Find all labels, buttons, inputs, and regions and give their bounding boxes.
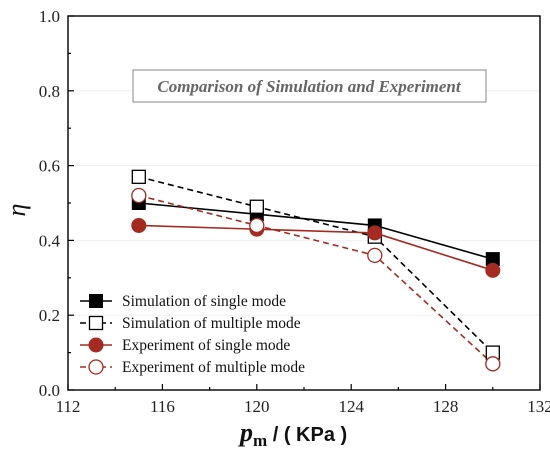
x-tick-label: 116 <box>150 397 175 416</box>
data-point-series-3 <box>131 217 147 233</box>
data-point-series-2 <box>249 199 264 214</box>
y-tick-label: 0.4 <box>39 231 61 250</box>
series-line-3 <box>138 224 494 272</box>
series-line-1 <box>138 202 494 260</box>
y-tick-label: 0.6 <box>39 157 60 176</box>
x-tick-label: 132 <box>527 397 550 416</box>
chart-title: Comparison of Simulation and Experiment <box>157 77 462 96</box>
legend-marker <box>88 359 104 375</box>
series-line-2 <box>138 176 494 354</box>
series-line-4 <box>138 194 494 365</box>
y-tick-label: 1.0 <box>39 7 60 26</box>
legend-label: Experiment of single mode <box>122 337 290 354</box>
x-tick-label: 112 <box>56 397 81 416</box>
legend-label: Simulation of single mode <box>122 293 286 310</box>
data-point-series-3 <box>485 262 501 278</box>
x-axis-label: pm / ( KPa ) <box>238 418 347 450</box>
x-axis-label-sub: m <box>253 431 267 450</box>
legend-marker <box>89 294 103 308</box>
x-tick-label: 128 <box>433 397 459 416</box>
x-axis-label-var: p <box>238 418 253 447</box>
data-point-series-4 <box>367 247 383 264</box>
data-point-series-4 <box>485 356 501 372</box>
legend-marker <box>88 337 104 353</box>
legend-label: Simulation of multiple mode <box>122 315 301 332</box>
y-axis-label: η <box>2 204 31 217</box>
legend-label: Experiment of multiple mode <box>122 359 305 376</box>
data-point-series-4 <box>249 217 265 234</box>
x-tick-label: 120 <box>244 397 270 416</box>
x-axis-label-unit: / ( KPa ) <box>267 424 347 446</box>
y-tick-label: 0.8 <box>39 82 60 101</box>
chart-legend: Simulation of single mode Simulation of m… <box>80 293 305 376</box>
x-tick-label: 124 <box>338 397 364 416</box>
data-point-series-4 <box>131 187 147 204</box>
y-tick-label: 0.2 <box>39 306 60 325</box>
legend-marker <box>88 315 104 331</box>
y-tick-label: 0.0 <box>39 381 60 400</box>
data-point-series-3 <box>367 225 383 241</box>
data-point-series-2 <box>131 169 146 184</box>
chart-title-box <box>132 69 487 103</box>
